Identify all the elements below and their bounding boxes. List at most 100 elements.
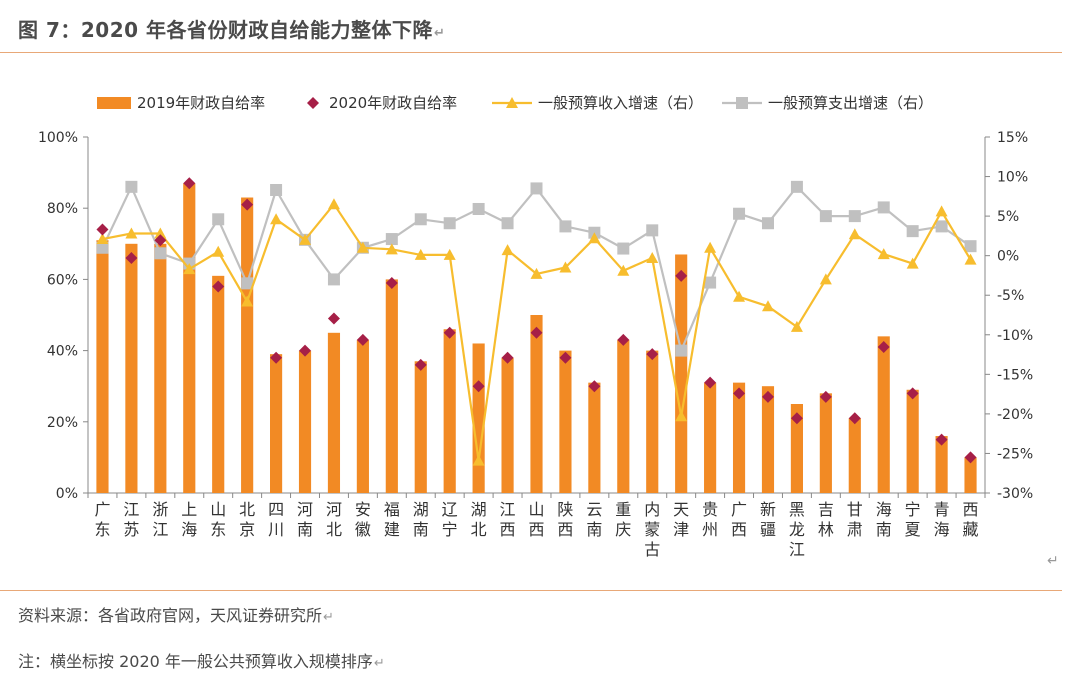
series-3-point-26 [848, 210, 861, 223]
series-3-point-27 [877, 201, 890, 214]
legend-swatch-square [736, 97, 748, 109]
bar-2019-26 [848, 418, 861, 493]
series-3-point-21 [704, 276, 717, 289]
line-series-group [96, 180, 977, 466]
y-axis-right-tick-label: -20% [997, 407, 1033, 423]
legend-item-2: 一般预算收入增速（右） [492, 94, 703, 112]
series-2-point-18 [617, 264, 630, 276]
bar-2019-0 [96, 240, 109, 493]
x-tick-label-19: 内蒙古 [644, 500, 660, 559]
bar-2019-9 [356, 339, 369, 493]
x-tick-label-9: 安徽 [355, 500, 371, 539]
y-axis-left-tick-label: 20% [47, 415, 78, 431]
marker-2020-23 [761, 390, 774, 403]
bar-2019-13 [472, 343, 485, 493]
bar-2019-21 [704, 382, 717, 493]
series-3-point-13 [472, 202, 485, 215]
series-2-point-4 [212, 245, 225, 257]
bar-2019-4 [212, 275, 225, 493]
y-axis-left-tick-label: 100% [38, 130, 78, 146]
y-axis-right-tick-label: -5% [997, 288, 1024, 304]
x-tick-label-16: 陕西 [557, 500, 573, 539]
marker-2020-24 [790, 412, 803, 425]
series-3-point-1 [125, 180, 138, 193]
bar-2019-1 [125, 243, 138, 493]
series-2-point-14 [501, 244, 514, 256]
marker-2020-14 [501, 351, 514, 364]
marker-2020-28 [906, 387, 919, 400]
series-2-point-13 [472, 454, 485, 466]
series-2-point-30 [964, 253, 977, 265]
source-note: 资料来源：各省政府官网，天风证券研究所↵ [18, 602, 334, 626]
bar-2019-28 [906, 389, 919, 493]
series-2-point-20 [675, 410, 688, 422]
marker-2020-10 [385, 276, 398, 289]
bar-2019-10 [385, 279, 398, 493]
series-3-point-19 [646, 224, 659, 237]
series-2-point-0 [96, 233, 109, 245]
series-2-point-29 [935, 205, 948, 217]
series-3-point-24 [790, 180, 803, 193]
marker-2020-16 [559, 351, 572, 364]
series-2-point-12 [443, 248, 456, 260]
y-axis-right-tick-label: 5% [997, 209, 1019, 225]
bar-2019-30 [964, 457, 977, 493]
x-tick-label-24: 黑龙江 [789, 500, 805, 559]
bar-2019-12 [443, 329, 456, 493]
marker-2020-25 [819, 390, 832, 403]
bar-2019-5 [241, 197, 254, 493]
x-tick-label-17: 云南 [586, 500, 602, 539]
marker-2020-0 [96, 223, 109, 236]
title-divider [0, 52, 1062, 53]
legend-swatch-diamond [307, 97, 319, 109]
series-3-point-22 [733, 207, 746, 220]
legend-label-3: 一般预算支出增速（右） [768, 94, 933, 112]
x-tick-label-23: 新疆 [760, 500, 776, 539]
marker-2020-6 [270, 351, 283, 364]
series-3-point-25 [819, 210, 832, 223]
marker-2020-26 [848, 412, 861, 425]
series-2-point-16 [559, 261, 572, 273]
marker-2020-4 [212, 280, 225, 293]
x-tick-label-7: 河南 [297, 500, 313, 539]
y-axis-left-tick-label: 0% [56, 486, 78, 502]
marker-2020-19 [646, 348, 659, 361]
x-tick-label-8: 河北 [326, 500, 342, 539]
note-text: 注：横坐标按 2020 年一般公共预算收入规模排序 [18, 652, 373, 671]
x-tick-label-28: 宁夏 [905, 500, 921, 539]
series-2-point-22 [733, 290, 746, 302]
legend-swatch-bar [97, 97, 131, 109]
series-2-point-1 [125, 227, 138, 239]
marker-2020-20 [675, 269, 688, 282]
bar-2019-2 [154, 243, 167, 493]
series-3-point-29 [935, 220, 948, 233]
bar-2019-25 [819, 393, 832, 493]
paragraph-mark-icon: ↵ [1047, 553, 1059, 569]
series-3-point-2 [154, 247, 167, 260]
x-tick-label-30: 西藏 [963, 500, 979, 539]
source-text: 资料来源：各省政府官网，天风证券研究所 [18, 606, 323, 625]
series-2-point-28 [906, 257, 919, 269]
x-tick-label-2: 浙江 [152, 500, 168, 539]
y-axis-right-tick-label: 15% [997, 130, 1028, 146]
series-3-point-20 [675, 344, 688, 357]
bar-2019-8 [327, 332, 341, 493]
series-2-point-26 [848, 228, 861, 240]
x-tick-label-12: 辽宁 [442, 500, 458, 539]
series-3-point-23 [761, 217, 774, 230]
y-axis-right-tick-label: -10% [997, 328, 1033, 344]
series-3-point-18 [617, 242, 630, 255]
legend-item-1: 2020年财政自给率 [307, 94, 457, 112]
bar-series-2019 [96, 183, 977, 493]
series-3-point-6 [270, 184, 283, 197]
marker-2020-13 [472, 380, 485, 393]
legend-label-1: 2020年财政自给率 [329, 94, 457, 112]
marker-2020-1 [125, 252, 138, 265]
series-2-point-9 [356, 241, 369, 253]
marker-2020-9 [356, 333, 369, 346]
series-3-point-30 [964, 240, 977, 253]
x-tick-label-1: 江苏 [123, 500, 139, 539]
series-2-point-8 [327, 198, 340, 210]
marker-2020-27 [877, 341, 890, 354]
bar-2019-23 [761, 386, 775, 493]
